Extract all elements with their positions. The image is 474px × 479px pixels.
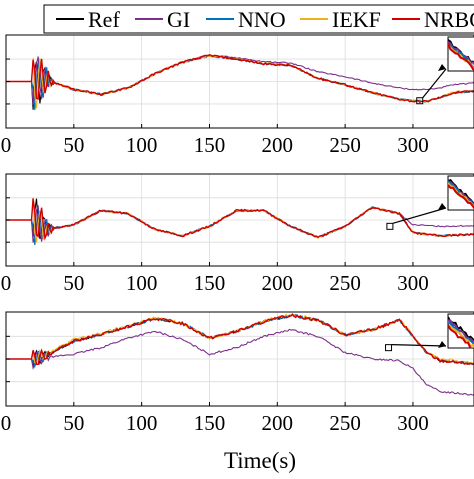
x-tick-label: 200 [262, 271, 294, 295]
legend-label-nrbo: NRBO [424, 7, 474, 32]
series-line-5 [6, 53, 474, 104]
x-tick-label: 50 [63, 411, 84, 435]
zoom-inset-line-2 [448, 319, 474, 345]
subplot-3: 0 50 100 150 200 250 300 Time(s) [1, 311, 474, 473]
legend-label-gi: GI [167, 7, 190, 32]
x-tick-label: 100 [126, 271, 158, 295]
x-tick-label: 200 [262, 133, 294, 157]
x-tick-label: 50 [63, 271, 84, 295]
legend-label-nno: NNO [238, 7, 286, 32]
x-tick-label: 150 [194, 271, 226, 295]
series-line-1 [6, 55, 474, 110]
x-axis-label: Time(s) [224, 448, 296, 473]
series-line-2 [6, 328, 474, 396]
x-tick-label: 200 [262, 411, 294, 435]
x-tick-label: 150 [194, 133, 226, 157]
zoom-inset-lines [448, 179, 474, 210]
zoom-arrow-head [438, 341, 446, 348]
x-tick-label: 250 [329, 133, 361, 157]
series-group [6, 313, 474, 396]
series-line-5 [6, 313, 474, 366]
series-line-3 [6, 54, 474, 111]
zoom-arrow [422, 68, 447, 99]
x-tick-label: 100 [126, 411, 158, 435]
x-tick-label: 300 [397, 271, 429, 295]
x-tick-label: 150 [194, 411, 226, 435]
zoom-inset [447, 36, 474, 72]
x-tick-label: 0 [1, 271, 12, 295]
zoom-inset-lines [448, 39, 474, 71]
legend-label-ref: Ref [88, 7, 120, 32]
zoom-arrow-head [438, 203, 446, 210]
zoom-inset [447, 313, 474, 349]
zoom-arrow-head [438, 64, 446, 71]
x-tick-label: 100 [126, 133, 158, 157]
series-group [6, 53, 474, 111]
subplots: 0 50 100 150 200 250 300 0 50 100 150 200 250 300 0 50 1… [1, 34, 474, 473]
zoom-inset-line-5 [448, 184, 474, 210]
series-group [6, 197, 474, 246]
x-tick-label: 300 [397, 133, 429, 157]
zoom-marker [416, 97, 424, 105]
x-tick-label: 250 [329, 411, 361, 435]
zoom-inset-line-5 [448, 324, 472, 348]
series-line-2 [6, 54, 474, 105]
zoom-inset [447, 175, 474, 211]
series-line-3 [6, 206, 474, 246]
zoom-marker [385, 344, 393, 352]
x-tick-label: 0 [1, 133, 12, 157]
series-line-5 [6, 198, 474, 241]
legend-label-iekf: IEKF [332, 7, 381, 32]
x-tick-label: 250 [329, 271, 361, 295]
zoom-arrow [391, 344, 447, 347]
zoom-marker [386, 222, 394, 230]
x-tick-label: 0 [1, 411, 12, 435]
subplot-2: 0 50 100 150 200 250 300 [1, 173, 474, 295]
zoom-inset-line-5 [448, 43, 474, 71]
zoom-arrow [392, 207, 447, 224]
zoom-inset-lines [448, 316, 474, 348]
legend: Ref GI NNO IEKF NRBO [43, 4, 474, 34]
x-tick-label: 50 [63, 133, 84, 157]
x-tick-label: 300 [397, 411, 429, 435]
subplot-1: 0 50 100 150 200 250 300 [1, 34, 474, 157]
